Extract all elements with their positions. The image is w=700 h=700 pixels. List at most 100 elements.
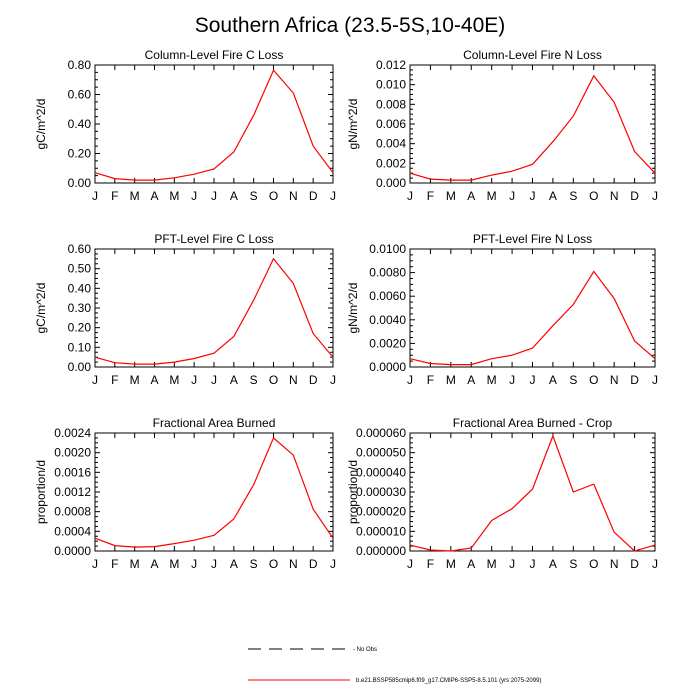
- panel-3-x-tick-label: A: [150, 373, 158, 387]
- panel-1-y-tick-label: 0.00: [68, 176, 92, 190]
- panel-1-x-tick-label: J: [191, 189, 197, 203]
- panel-2-frame: [409, 64, 656, 184]
- panel-4-y-tick-label: 0.0100: [369, 242, 406, 256]
- panel-5-x-tick-label: J: [330, 557, 336, 571]
- panel-2-x-tick-label: M: [487, 189, 497, 203]
- panel-3-x-tick-label: J: [92, 373, 98, 387]
- panel-1-x-tick-label: J: [330, 189, 336, 203]
- panel-3-y-tick-label: 0.60: [68, 242, 92, 256]
- panel-1-y-axis-label: gC/m^2/d: [34, 99, 48, 150]
- panel-4-x-tick-label: J: [509, 373, 515, 387]
- panel-5-x-tick-label: N: [289, 557, 298, 571]
- panel-6-y-tick-label: 0.000020: [356, 505, 406, 519]
- panel-2-x-tick-label: J: [407, 189, 413, 203]
- panel-4-title: PFT-Level Fire N Loss: [473, 232, 592, 246]
- panel-6-x-tick-label: M: [487, 557, 497, 571]
- panel-5-x-tick-label: A: [230, 557, 238, 571]
- panel-4-x-tick-label: J: [407, 373, 413, 387]
- panel-6-x-tick-label: J: [652, 557, 658, 571]
- panel-4-x-tick-label: J: [530, 373, 536, 387]
- panel-3-y-axis-label: gC/m^2/d: [34, 283, 48, 334]
- panel-3-x-tick-label: M: [169, 373, 179, 387]
- panel-4-y-tick-label: 0.0060: [369, 289, 406, 303]
- panel-6-title: Fractional Area Burned - Crop: [453, 416, 613, 430]
- panel-1-x-tick-label: M: [169, 189, 179, 203]
- panel-4-x-tick-label: D: [630, 373, 639, 387]
- panel-4-x-tick-label: M: [446, 373, 456, 387]
- panel-6-x-tick-label: D: [630, 557, 639, 571]
- panel-4-x-tick-label: F: [427, 373, 434, 387]
- panel-5-series-line: [94, 436, 334, 548]
- panel-1-y-tick-label: 0.60: [68, 88, 92, 102]
- panel-2-x-tick-label: S: [569, 189, 577, 203]
- panel-3-x-tick-label: A: [230, 373, 238, 387]
- panel-5-x-tick-label: J: [211, 557, 217, 571]
- panel-2-y-tick-label: 0.008: [376, 97, 406, 111]
- panel-1-x-tick-label: J: [92, 189, 98, 203]
- panel-5-y-tick-label: 0.0020: [54, 446, 91, 460]
- panel-4-x-tick-label: M: [487, 373, 497, 387]
- panel-1-x-tick-label: S: [250, 189, 258, 203]
- panel-1-frame: [94, 64, 334, 184]
- panel-5-y-axis-label: proportion/d: [34, 460, 48, 524]
- panel-3-x-tick-label: F: [111, 373, 118, 387]
- panel-3-series-line: [94, 257, 334, 365]
- panel-5-x-tick-label: M: [169, 557, 179, 571]
- panel-2-y-tick-label: 0.000: [376, 176, 406, 190]
- panel-1-x-tick-label: D: [309, 189, 318, 203]
- panel-4-y-tick-label: 0.0040: [369, 313, 406, 327]
- panel-3-y-tick-label: 0.40: [68, 281, 92, 295]
- panel-5-x-tick-label: A: [150, 557, 158, 571]
- panel-6-x-tick-label: S: [569, 557, 577, 571]
- panel-2-y-axis-label: gN/m^2/d: [346, 99, 360, 150]
- panel-2-x-tick-label: J: [530, 189, 536, 203]
- panel-6-y-tick-label: 0.000060: [356, 426, 406, 440]
- panel-3-title: PFT-Level Fire C Loss: [154, 232, 273, 246]
- panel-3-y-tick-label: 0.00: [68, 360, 92, 374]
- panel-5-y-tick-label: 0.0008: [54, 505, 91, 519]
- panel-2-title: Column-Level Fire N Loss: [463, 48, 602, 62]
- panel-6-x-tick-label: N: [610, 557, 619, 571]
- panel-2-x-tick-label: J: [509, 189, 515, 203]
- panel-5-x-tick-label: M: [130, 557, 140, 571]
- figure-title: Southern Africa (23.5-5S,10-40E): [194, 14, 506, 37]
- panel-4-y-tick-label: 0.0000: [369, 360, 406, 374]
- panel-4-y-tick-label: 0.0080: [369, 266, 406, 280]
- panel-5-y-tick-label: 0.0000: [54, 544, 91, 558]
- panel-6-x-tick-label: A: [467, 557, 475, 571]
- panel-6-y-tick-label: 0.000030: [356, 485, 406, 499]
- panel-1-y-tick-label: 0.80: [68, 58, 92, 72]
- panel-2-x-tick-label: M: [446, 189, 456, 203]
- panel-4-x-tick-label: A: [467, 373, 475, 387]
- panel-3-x-tick-label: D: [309, 373, 318, 387]
- panel-6-y-axis-label: proportion/d: [346, 460, 360, 524]
- panel-2-x-tick-label: F: [427, 189, 434, 203]
- panel-1-x-tick-label: N: [289, 189, 298, 203]
- panel-3-y-tick-label: 0.50: [68, 262, 92, 276]
- panel-4-y-tick-label: 0.0020: [369, 336, 406, 350]
- panel-6-y-tick-label: 0.000040: [356, 465, 406, 479]
- panel-6-x-tick-label: O: [589, 557, 598, 571]
- panel-5-y-tick-label: 0.0016: [54, 465, 91, 479]
- panel-6-x-tick-label: F: [427, 557, 434, 571]
- panel-5-y-tick-label: 0.0004: [54, 524, 91, 538]
- panel-1-x-tick-label: F: [111, 189, 118, 203]
- panel-3-y-tick-label: 0.10: [68, 340, 92, 354]
- panel-3-x-tick-label: J: [211, 373, 217, 387]
- panel-4-x-tick-label: S: [569, 373, 577, 387]
- panel-2-series-line: [409, 74, 656, 181]
- panel-6-x-tick-label: A: [549, 557, 557, 571]
- panel-6-x-tick-label: J: [530, 557, 536, 571]
- panel-3-frame: [94, 248, 334, 368]
- panel-1-y-tick-label: 0.40: [68, 117, 92, 131]
- panel-5-x-tick-label: J: [92, 557, 98, 571]
- panel-2-y-tick-label: 0.006: [376, 117, 406, 131]
- panel-2-x-tick-label: J: [652, 189, 658, 203]
- panel-1-y-tick-label: 0.20: [68, 147, 92, 161]
- panel-4-y-axis-label: gN/m^2/d: [346, 283, 360, 334]
- legend-model-label: b.e21.BSSP585cmip6.f09_g17.CMIP6-SSP5-8.…: [356, 678, 541, 684]
- panel-6-x-tick-label: J: [407, 557, 413, 571]
- panel-4-series-line: [409, 270, 656, 366]
- panel-4-x-tick-label: J: [652, 373, 658, 387]
